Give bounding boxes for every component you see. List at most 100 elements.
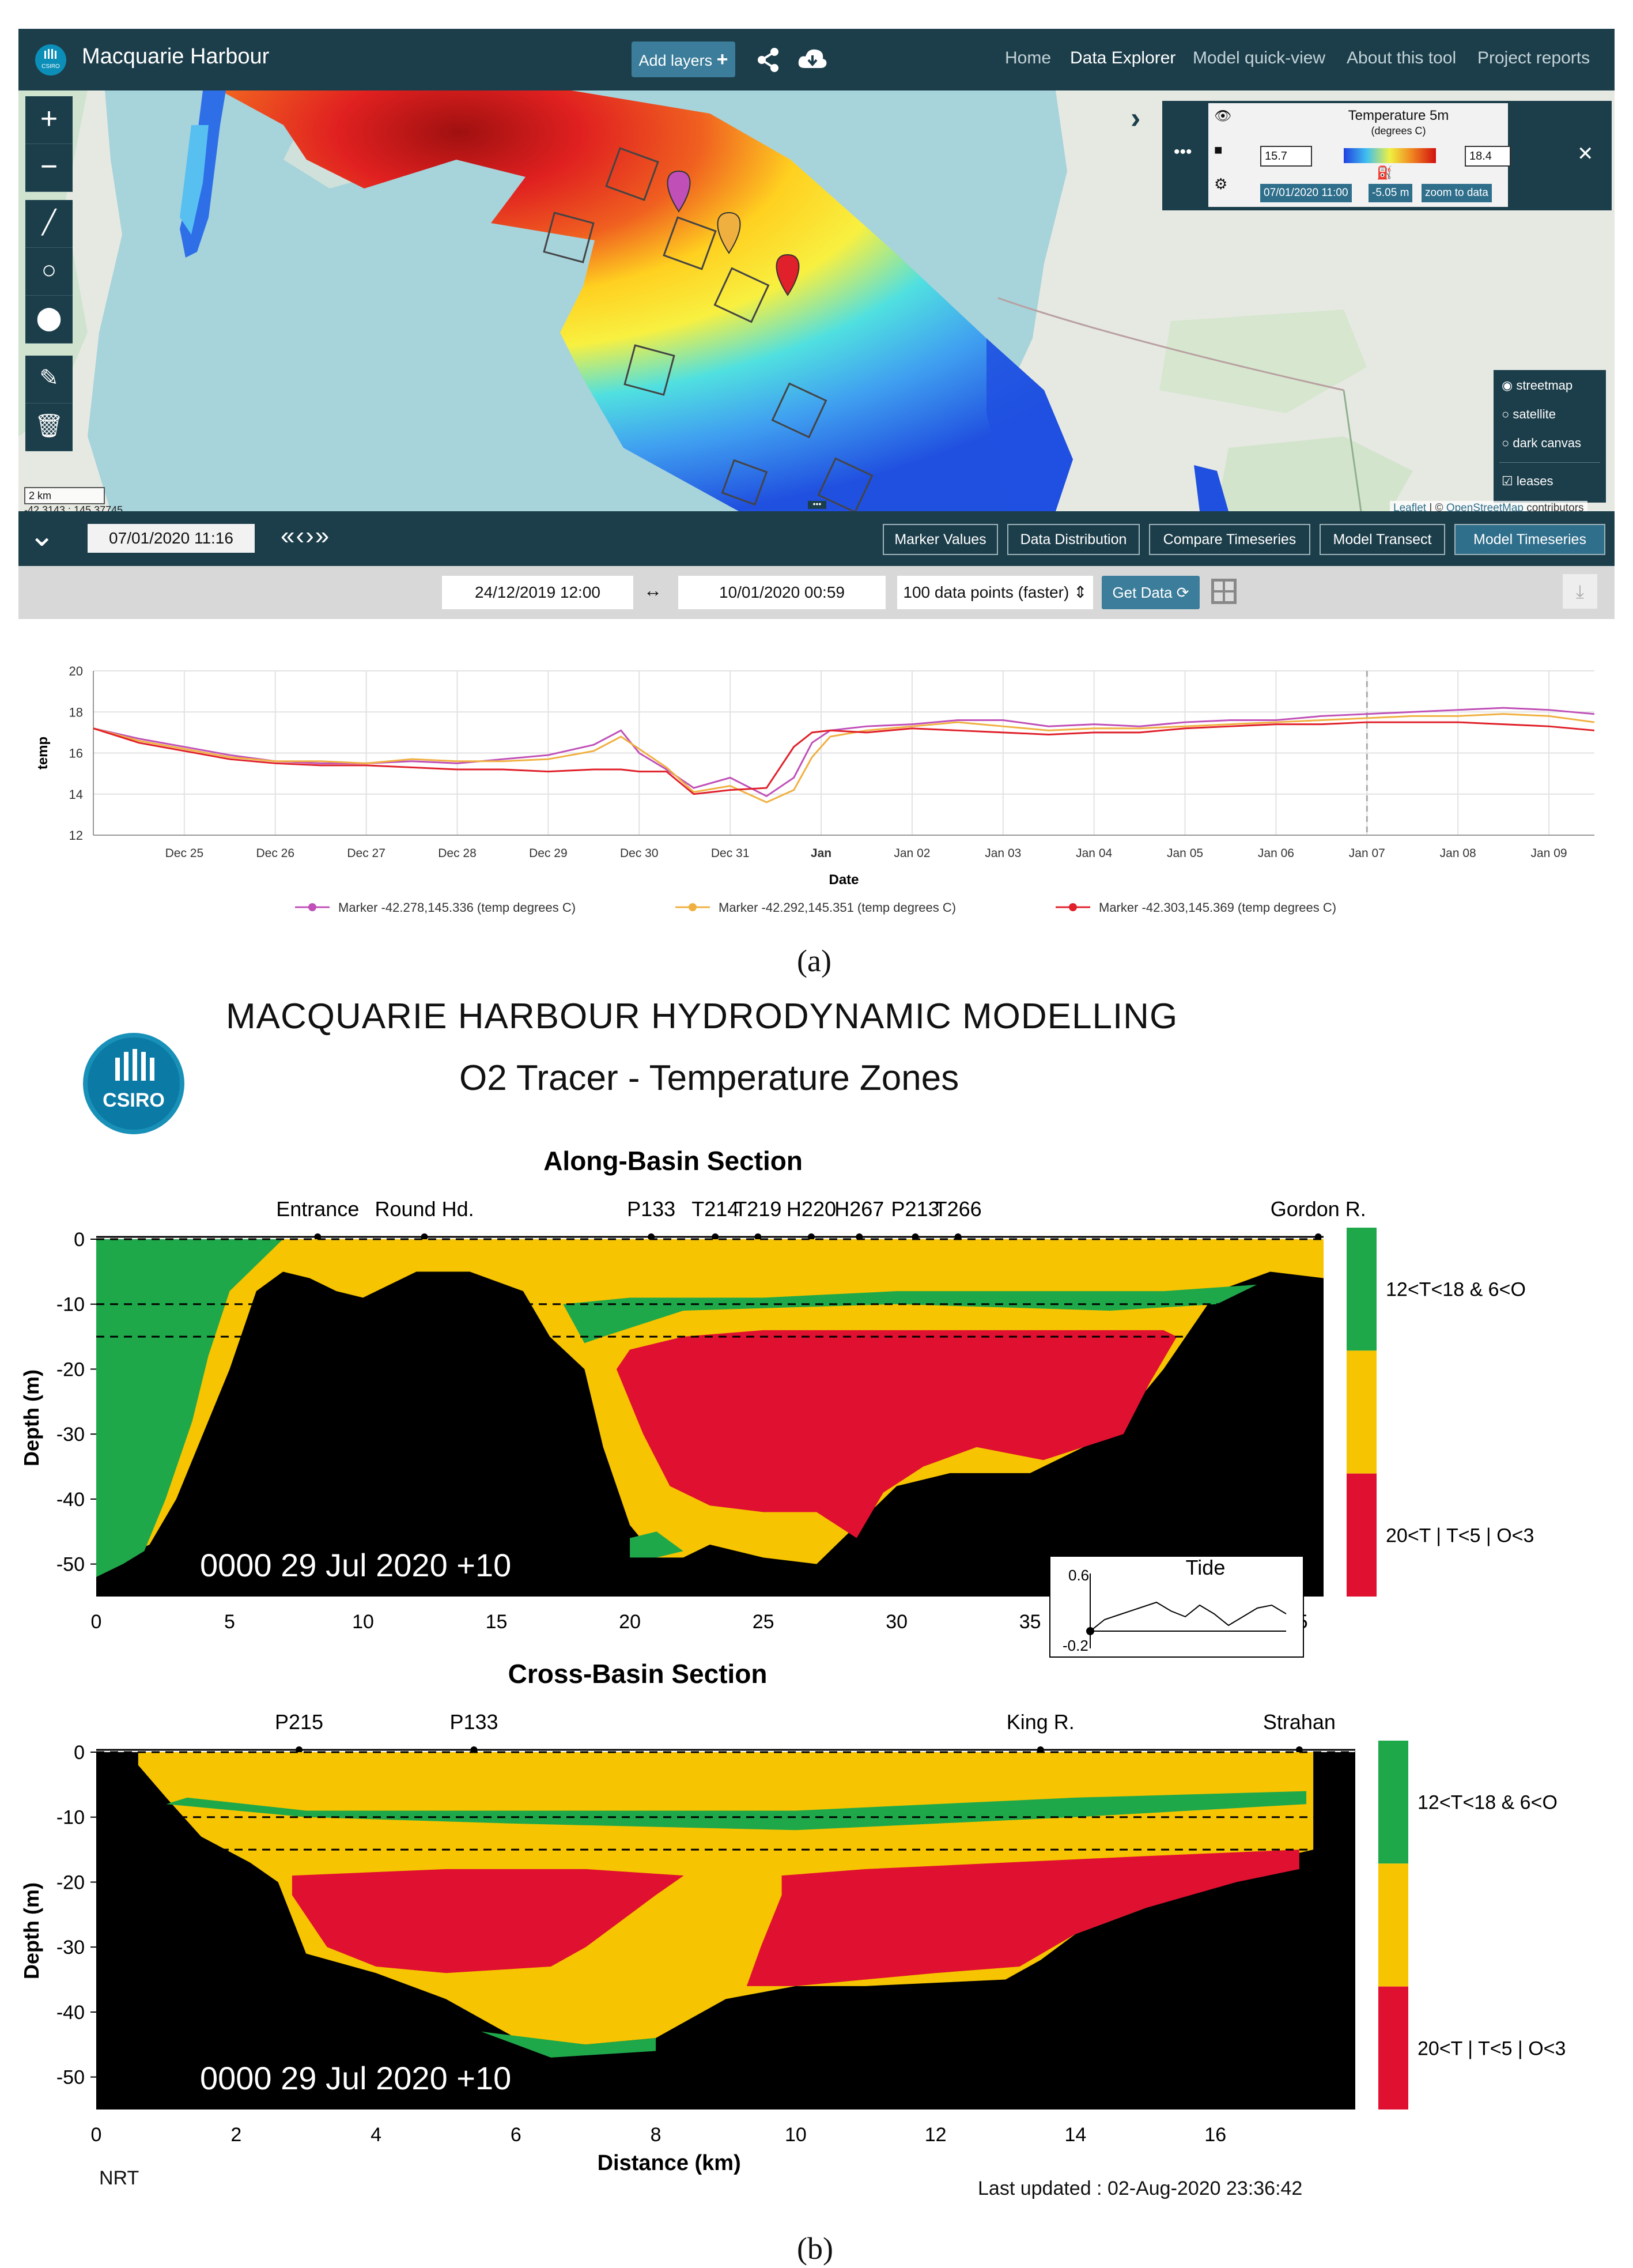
collapse-legend-icon[interactable]: ›	[1131, 101, 1141, 135]
modelling-figure: CSIRO MACQUARIE HARBOUR HYDRODYNAMIC MOD…	[18, 986, 1615, 2219]
download-icon[interactable]: ⤓	[1563, 574, 1597, 609]
basemap-dark-canvas[interactable]: ○ dark canvas	[1502, 436, 1582, 450]
add-layers-button[interactable]: Add layers +	[632, 41, 735, 77]
x-tick-label: 0	[91, 2124, 102, 2146]
basemap-satellite[interactable]: ○ satellite	[1502, 407, 1556, 421]
range-arrow-icon: ↔	[644, 580, 662, 601]
video-icon[interactable]: ■	[1214, 142, 1223, 158]
y-tick-label: -30	[56, 1424, 85, 1446]
attribution-suffix: contributors	[1523, 502, 1584, 511]
legend-label-red: 20<T | T<5 | O<3	[1386, 1524, 1534, 1546]
close-legend-icon[interactable]: ✕	[1577, 143, 1594, 165]
x-tick-label: Jan 03	[985, 847, 1021, 860]
y-tick-label: -10	[56, 1807, 85, 1829]
map-canvas[interactable]	[18, 90, 1615, 511]
start-date-input[interactable]: 24/12/2019 12:00	[442, 576, 633, 609]
nav-project-reports[interactable]: Project reports	[1477, 48, 1590, 67]
site-label: H267	[834, 1197, 884, 1221]
legend-time[interactable]: 07/01/2020 11:00	[1260, 184, 1352, 202]
zoom-in-button[interactable]: +	[25, 96, 73, 144]
x-tick-label: 4	[371, 2124, 381, 2146]
get-data-button[interactable]: Get Data ⟳	[1102, 576, 1200, 609]
nav-home[interactable]: Home	[1005, 48, 1052, 67]
legend-max-input[interactable]: 18.4	[1465, 146, 1511, 167]
nav-data-explorer[interactable]: Data Explorer	[1070, 48, 1176, 67]
marker-values-button[interactable]: Marker Values	[883, 524, 998, 555]
nav-about[interactable]: About this tool	[1347, 48, 1457, 67]
basemap-streetmap[interactable]: ◉ streetmap	[1502, 378, 1573, 393]
zoom-out-button[interactable]: −	[25, 144, 73, 192]
data-points-select[interactable]: 100 data points (faster) ⇕	[897, 576, 1093, 609]
section-title: Cross-Basin Section	[508, 1659, 768, 1689]
zone-red	[616, 1330, 1177, 1538]
model-timeseries-button[interactable]: Model Timeseries	[1454, 524, 1605, 555]
tide-current-marker	[1086, 1627, 1094, 1635]
draw-line-icon[interactable]: ╱	[25, 200, 73, 248]
site-label: T266	[935, 1197, 982, 1221]
map-marker[interactable]	[776, 254, 800, 296]
legend-depth[interactable]: -5.05 m	[1369, 184, 1413, 202]
sections-svg: Along-Basin Section Entrance Round Hd. P133…	[20, 1146, 1566, 2175]
x-tick-label: Dec 26	[256, 847, 294, 860]
model-transect-button[interactable]: Model Transect	[1320, 524, 1445, 555]
tide-ymax: 0.6	[1068, 1567, 1089, 1584]
data-distribution-button[interactable]: Data Distribution	[1007, 524, 1140, 555]
gear-icon[interactable]: ⚙	[1214, 175, 1228, 193]
legend-min-input[interactable]: 15.7	[1260, 146, 1312, 167]
paint-bucket-icon[interactable]: ⛽	[1377, 165, 1393, 180]
grid-view-icon[interactable]	[1211, 579, 1237, 604]
compare-timeseries-button[interactable]: Compare Timeseries	[1149, 524, 1310, 555]
leaflet-link[interactable]: Leaflet	[1393, 502, 1427, 511]
last-updated: Last updated : 02-Aug-2020 23:36:42	[978, 2178, 1303, 2199]
attribution-separator: | ©	[1426, 502, 1446, 511]
y-tick-label: 18	[69, 705, 83, 719]
site-label: H220	[787, 1197, 836, 1221]
zoom-controls: + −	[25, 96, 73, 192]
resize-handle[interactable]: •••	[808, 500, 826, 509]
x-tick-label: 14	[1065, 2124, 1087, 2146]
series-line	[93, 707, 1595, 798]
query-bar: 24/12/2019 12:00 ↔ 10/01/2020 00:59 100 …	[18, 566, 1615, 619]
current-time-input[interactable]: 07/01/2020 11:16	[88, 524, 255, 553]
x-tick-label: 10	[785, 2124, 807, 2146]
eye-icon[interactable]: 👁	[1214, 108, 1232, 124]
site-marker	[421, 1233, 428, 1240]
time-step-controls[interactable]: «‹›»	[281, 522, 331, 550]
caption-a: (a)	[797, 944, 831, 978]
delete-icon[interactable]: 🗑	[25, 403, 73, 451]
share-icon[interactable]	[757, 47, 780, 73]
end-date-input[interactable]: 10/01/2020 00:59	[678, 576, 886, 609]
site-label: T219	[734, 1197, 781, 1221]
cloud-download-icon[interactable]	[797, 47, 827, 70]
y-tick-label: -30	[56, 1937, 85, 1958]
map-marker[interactable]	[667, 170, 691, 213]
tide-curve	[1090, 1601, 1287, 1632]
legend-green	[1378, 1741, 1408, 1864]
draw-marker-icon[interactable]: ⬤	[25, 296, 73, 344]
legend-marker	[689, 903, 697, 911]
edit-icon[interactable]: ✎	[25, 356, 73, 403]
map-markers[interactable]	[667, 170, 800, 296]
y-tick-label: -10	[56, 1294, 85, 1316]
time-bar: ⌄ 07/01/2020 11:16 «‹›» Marker Values Da…	[18, 511, 1615, 566]
x-tick-label: Jan 06	[1258, 847, 1294, 860]
zoom-to-data-button[interactable]: zoom to data	[1422, 184, 1492, 202]
draw-circle-icon[interactable]: ○	[25, 248, 73, 296]
collapse-panel-icon[interactable]: ⌄	[29, 518, 55, 553]
osm-link[interactable]: OpenStreetMap	[1446, 502, 1524, 511]
x-tick-label: 12	[925, 2124, 947, 2146]
more-options-icon[interactable]: •••	[1174, 142, 1192, 161]
leases-checkbox[interactable]: ☑ leases	[1502, 474, 1553, 488]
map-view[interactable]: + − ╱ ○ ⬤ ✎ 🗑 › ••• ✕ 👁 ■ ⚙ Temperature …	[18, 90, 1615, 511]
site-label: Strahan	[1263, 1710, 1336, 1734]
x-tick-label: 30	[886, 1611, 908, 1633]
series-line	[93, 713, 1595, 803]
y-tick-label: -20	[56, 1358, 85, 1380]
map-marker[interactable]	[717, 212, 741, 254]
nav-model-quick-view[interactable]: Model quick-view	[1193, 48, 1326, 67]
x-tick-label: 16	[1204, 2124, 1226, 2146]
y-tick-label: 20	[69, 664, 83, 678]
x-tick-label: Jan 05	[1167, 847, 1203, 860]
x-tick-label: Jan	[811, 847, 831, 860]
section-title: Along-Basin Section	[543, 1146, 803, 1176]
